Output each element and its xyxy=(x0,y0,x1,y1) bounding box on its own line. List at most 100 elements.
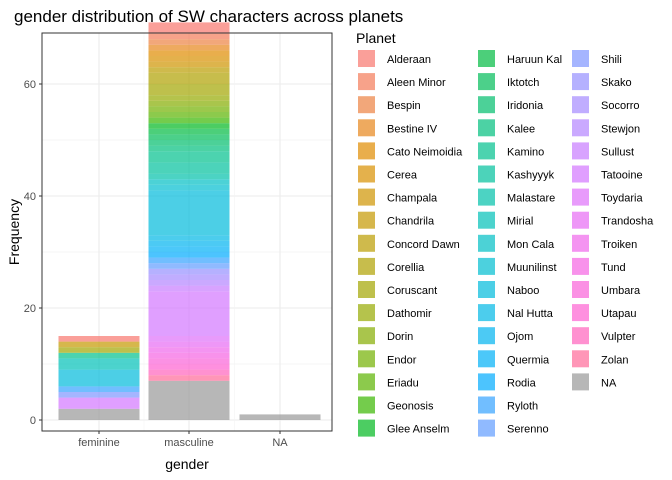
x-tick-label: NA xyxy=(272,437,288,449)
legend-swatch xyxy=(572,96,589,114)
legend-label: Ryloth xyxy=(507,401,538,413)
bar-segment-masculine-skako xyxy=(148,268,230,275)
bar-segment-masculine-kalee xyxy=(148,145,230,152)
legend-label: Trandosha xyxy=(601,216,654,228)
bar-segment-masculine-dathomir xyxy=(148,95,230,101)
legend-label: Dorin xyxy=(387,331,413,343)
legend-label: Dathomir xyxy=(387,308,432,320)
bar-segment-masculine-socorro xyxy=(148,274,230,280)
bar-segment-masculine-cato-neimoidia xyxy=(148,50,230,56)
x-axis-label: gender xyxy=(165,456,209,472)
legend-swatch xyxy=(478,211,495,229)
bar-segment-masculine-eriadu xyxy=(148,112,230,118)
legend-swatch xyxy=(572,327,589,345)
bar-segment-masculine-sullust xyxy=(148,285,230,292)
bar-segment-feminine-ryloth xyxy=(58,386,140,392)
legend-swatch xyxy=(358,73,375,91)
legend-swatch xyxy=(358,119,375,137)
bar-segment-masculine-iridonia xyxy=(148,140,230,146)
legend-label: Kalee xyxy=(507,123,535,135)
bar-segment-masculine-ojom xyxy=(148,240,230,247)
bar-segment-masculine-ryloth xyxy=(148,257,230,264)
legend-swatch xyxy=(358,419,375,437)
legend-label: Serenno xyxy=(507,424,549,436)
legend-label: Cerea xyxy=(387,170,418,182)
bar-segment-feminine-alderaan xyxy=(58,336,140,342)
legend-label: Tatooine xyxy=(601,170,643,182)
legend-label: Naboo xyxy=(507,285,539,297)
legend-swatch xyxy=(572,142,589,160)
bar-segment-masculine-cerea xyxy=(148,56,230,62)
legend-swatch xyxy=(358,50,375,67)
legend-swatch xyxy=(478,50,495,67)
legend-label: Concord Dawn xyxy=(387,239,460,251)
bar-segment-masculine-bestine-iv xyxy=(148,44,230,51)
x-tick-label: masculine xyxy=(164,437,214,449)
legend-label: Corellia xyxy=(387,262,425,274)
x-tick-label: feminine xyxy=(78,437,120,449)
legend-label: Stewjon xyxy=(601,123,640,135)
legend-label: Zolan xyxy=(601,354,629,366)
bar-segment-masculine-corellia xyxy=(148,72,230,84)
bar-segment-feminine-shili xyxy=(58,392,140,398)
legend-label: Kamino xyxy=(507,146,544,158)
legend-label: Mon Cala xyxy=(507,239,555,251)
legend-label: Toydaria xyxy=(601,193,643,205)
bar-segment-masculine-endor xyxy=(148,106,230,112)
legend-swatch xyxy=(358,257,375,275)
bar-segment-masculine-mon-cala xyxy=(148,179,230,185)
bar-segment-masculine-bespin xyxy=(148,39,230,45)
legend-label: Shili xyxy=(601,54,622,66)
legend-label: Skako xyxy=(601,77,632,89)
legend-label: Bestine IV xyxy=(387,123,438,135)
legend-swatch xyxy=(358,350,375,368)
chart-title: gender distribution of SW characters acr… xyxy=(14,7,403,26)
bar-segment-feminine-kamino xyxy=(58,352,140,359)
bar-segment-masculine-umbara xyxy=(148,358,230,364)
legend-label: Champala xyxy=(387,193,438,205)
bar-segment-NA-na xyxy=(239,414,321,420)
legend-label: Iridonia xyxy=(507,100,544,112)
bar-segment-masculine-troiken xyxy=(148,347,230,353)
legend-swatch xyxy=(572,211,589,229)
legend-swatch xyxy=(478,119,495,137)
legend-swatch xyxy=(478,396,495,414)
legend-label: Eriadu xyxy=(387,377,419,389)
bar-segment-masculine-coruscant xyxy=(148,84,230,96)
bar-segment-masculine-haruun-kal xyxy=(148,128,230,135)
legend-label: NA xyxy=(601,377,617,389)
bar-segment-masculine-quermia xyxy=(148,246,230,252)
legend-swatch xyxy=(358,327,375,345)
bar-segment-masculine-rodia xyxy=(148,252,230,258)
legend-label: Malastare xyxy=(507,193,555,205)
bar-segment-masculine-alderaan xyxy=(148,22,230,34)
legend-swatch xyxy=(478,281,495,298)
legend-swatch xyxy=(478,73,495,91)
legend-swatch xyxy=(572,350,589,368)
bar-segment-masculine-iktotch xyxy=(148,134,230,140)
legend-label: Iktotch xyxy=(507,77,539,89)
legend-swatch xyxy=(478,165,495,183)
legend-label: Nal Hutta xyxy=(507,308,554,320)
legend-swatch xyxy=(358,96,375,114)
legend-label: Ojom xyxy=(507,331,533,343)
legend-swatch xyxy=(572,188,589,206)
legend-label: Cato Neimoidia xyxy=(387,146,463,158)
legend-swatch xyxy=(358,396,375,414)
legend-label: Geonosis xyxy=(387,401,434,413)
bar-segment-masculine-zolan xyxy=(148,375,230,381)
legend-swatch xyxy=(572,234,589,252)
legend-swatch xyxy=(572,165,589,183)
legend-swatch xyxy=(478,327,495,345)
legend-swatch xyxy=(358,234,375,252)
y-tick-label: 20 xyxy=(24,303,36,315)
bar-segment-masculine-trandosha xyxy=(148,341,230,348)
bar-segment-masculine-kamino xyxy=(148,151,230,163)
legend-swatch xyxy=(572,73,589,91)
y-tick-label: 60 xyxy=(24,79,36,91)
bar-segment-masculine-tatooine xyxy=(148,291,230,336)
legend-swatch xyxy=(358,165,375,183)
legend-swatch xyxy=(358,142,375,160)
legend-label: Chandrila xyxy=(387,216,435,228)
